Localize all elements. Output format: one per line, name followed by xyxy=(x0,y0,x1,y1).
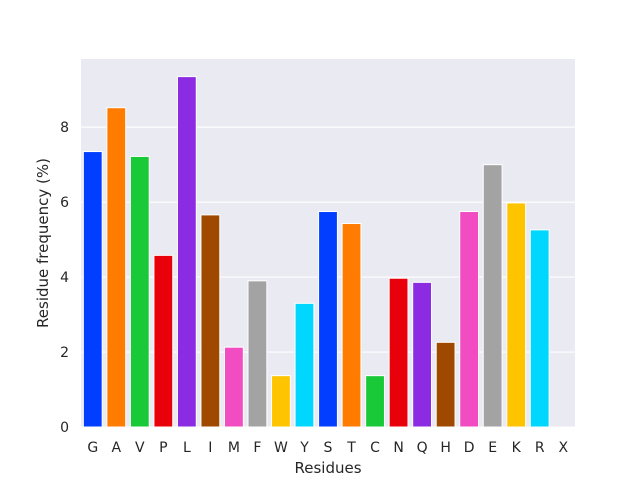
bar-A xyxy=(106,107,127,428)
bar-L xyxy=(176,76,197,428)
x-tick-label-N: N xyxy=(393,440,403,456)
bar-I xyxy=(200,214,221,428)
bar-N xyxy=(388,277,409,428)
x-tick-label-I: I xyxy=(208,440,212,456)
x-tick-label-T: T xyxy=(346,440,356,456)
bar-K xyxy=(506,202,527,428)
x-tick-label-D: D xyxy=(464,440,475,456)
y-tick-label: 4 xyxy=(60,270,69,286)
x-tick-label-M: M xyxy=(228,440,240,456)
y-axis-label: Residue frequency (%) xyxy=(34,158,52,328)
bar-E xyxy=(482,164,503,428)
bar-M xyxy=(223,346,244,428)
x-tick-label-H: H xyxy=(440,440,451,456)
x-tick-label-V: V xyxy=(135,440,145,456)
bar-Q xyxy=(412,281,433,428)
x-tick-label-S: S xyxy=(324,440,333,456)
bar-Y xyxy=(294,302,315,428)
bar-R xyxy=(529,229,550,428)
y-tick-label: 6 xyxy=(60,195,69,211)
bars xyxy=(82,76,550,428)
x-tick-label-E: E xyxy=(488,440,497,456)
x-tick-label-W: W xyxy=(274,440,288,456)
bar-G xyxy=(82,151,103,428)
x-tick-label-C: C xyxy=(370,440,380,456)
bar-C xyxy=(365,375,385,428)
bar-W xyxy=(271,375,291,428)
x-tick-label-K: K xyxy=(512,440,522,456)
y-tick-label: 0 xyxy=(60,420,69,436)
x-tick-label-G: G xyxy=(87,440,98,456)
y-tick-label: 8 xyxy=(60,120,69,136)
x-axis-label: Residues xyxy=(294,459,361,477)
x-tick-label-Y: Y xyxy=(299,440,309,456)
y-tick-label: 2 xyxy=(60,345,69,361)
x-tick-label-X: X xyxy=(558,440,568,456)
x-tick-label-F: F xyxy=(253,440,261,456)
bar-F xyxy=(247,280,268,428)
x-tick-label-R: R xyxy=(535,440,545,456)
bar-P xyxy=(153,254,174,428)
bar-H xyxy=(435,341,456,428)
bar-S xyxy=(318,211,338,428)
x-tick-label-Q: Q xyxy=(417,440,428,456)
x-tick-label-P: P xyxy=(159,440,167,456)
bar-D xyxy=(459,211,480,428)
x-tick-label-L: L xyxy=(183,440,191,456)
y-tick-labels: 0 2 4 6 8 xyxy=(60,120,69,436)
bar-T xyxy=(341,223,362,428)
x-tick-label-A: A xyxy=(111,440,121,456)
bar-V xyxy=(129,155,150,428)
